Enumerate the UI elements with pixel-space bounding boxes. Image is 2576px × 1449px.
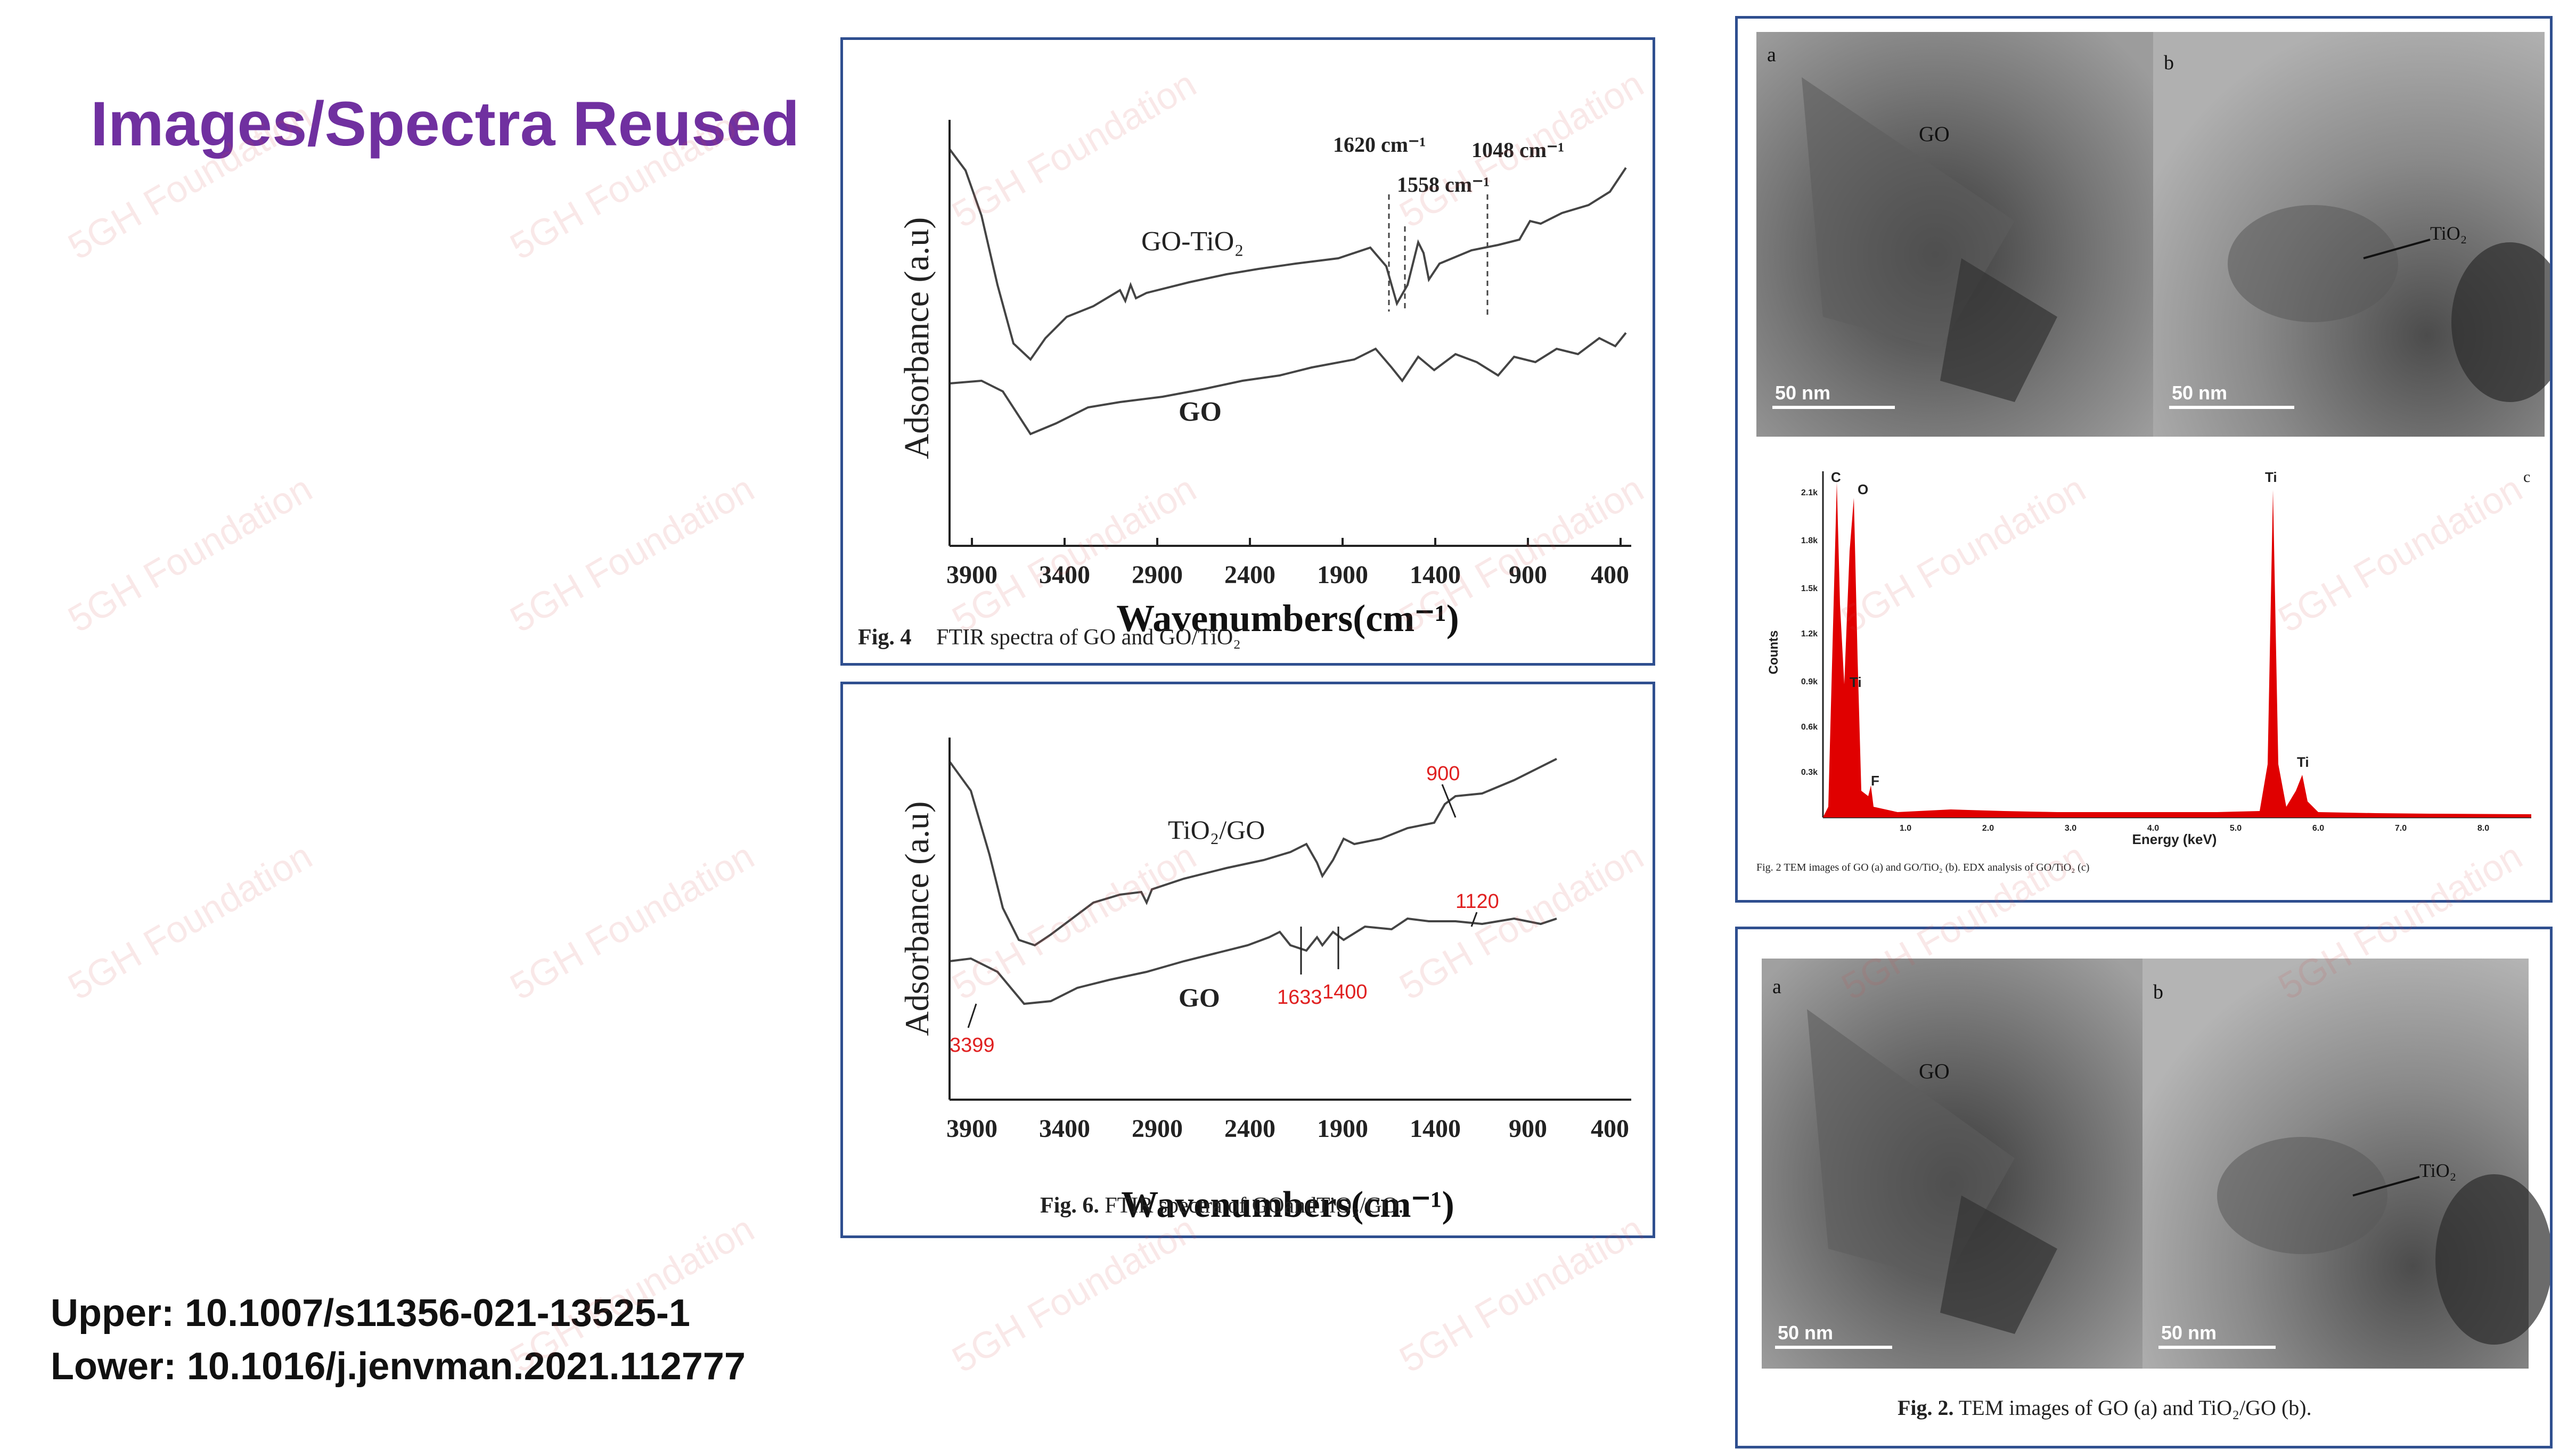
slide-title: Images/Spectra Reused [91,89,800,159]
x-tick: 1.0 [1900,824,1911,833]
ftir-figure-lower: 3900 3400 2900 2400 1900 1400 900 400 Wa… [840,682,1655,1238]
caption-prefix: Fig. 2. [1898,1396,1954,1420]
peak-label-ti-kb: Ti [2297,754,2309,770]
caption: Fig. 2. TEM images of GO (a) and TiO₂/GO… [1898,1395,2312,1420]
y-tick: 1.5k [1801,584,1818,593]
x-tick: 7.0 [2395,824,2407,833]
x-tick: 5.0 [2230,824,2242,833]
x-tick: 400 [1591,1115,1629,1143]
spectrum-go-tio2 [948,148,1627,362]
caption-prefix: Fig. 4 [858,625,911,650]
y-tick: 1.8k [1801,536,1818,545]
peak-label-ti-l: Ti [1850,674,1862,690]
caption-prefix-visible: Fig. 6. [1040,1193,1099,1218]
x-tick: 3900 [946,561,997,589]
peak-label-1120: 1120 [1455,890,1499,913]
peak-label-c: C [1831,469,1841,485]
caption-text: TEM images of GO (a) and TiO₂/GO (b). [1958,1396,2312,1420]
peak-label-3399: 3399 [950,1034,995,1057]
x-axis-label: Wavenumbers(cm⁻¹) [1116,597,1459,640]
peak-label-1633: 1633 [1277,986,1322,1009]
y-tick: 1.2k [1801,629,1818,638]
x-tick: 1400 [1410,1115,1461,1143]
watermark: 5GH Foundation [503,834,761,1008]
reference-lower: Lower: 10.1016/j.jenvman.2021.112777 [51,1345,746,1388]
x-tick: 2400 [1224,561,1275,589]
series-label-go: GO [1179,983,1220,1012]
panel-label-c: c [2523,468,2530,486]
x-tick: 2900 [1132,561,1183,589]
peak-label-1620: 1620 cm⁻¹ [1333,133,1426,157]
x-tick: 400 [1591,561,1629,589]
x-tick: 2900 [1132,1115,1183,1143]
peak-label-f: F [1871,773,1879,789]
tem-figure-lower: a b GO TiO₂ 50 nm 50 nm Fig. 2. TEM imag… [1735,927,2553,1448]
label-tio2: TiO₂ [2419,1160,2456,1181]
x-tick: 900 [1509,561,1547,589]
watermark: 5GH Foundation [61,467,319,641]
edx-y-axis-label: Counts [1767,631,1781,675]
x-axis-label: Wavenumbers(cm⁻¹) [1121,1184,1454,1225]
tem-edx-graphic: a b GO TiO₂ 50 nm 50 nm 0.3k 0.6k 0.9k 1… [1756,32,2550,873]
ftir-chart-upper: 3900 3400 2900 2400 1900 1400 900 400 Wa… [858,120,1631,650]
spectrum-tio2-go [948,758,1557,947]
panel-label-b: b [2153,981,2163,1003]
ftir-figure-upper: 3900 3400 2900 2400 1900 1400 900 400 Wa… [840,37,1655,666]
panel-label-a: a [1767,44,1776,66]
edx-x-axis-label: Energy (keV) [2132,831,2217,847]
peak-label-1048: 1048 cm⁻¹ [1471,138,1564,162]
watermark: 5GH Foundation [503,467,761,641]
label-tio2: TiO₂ [2430,223,2467,244]
x-tick: 1900 [1317,1115,1368,1143]
x-tick: 3900 [946,1115,997,1143]
x-tick: 6.0 [2312,824,2324,833]
scale-bar-b: 50 nm [2172,382,2227,404]
panel-label-a: a [1772,976,1781,998]
x-tick: 2400 [1224,1115,1275,1143]
caption: Fig. 2 TEM images of GO (a) and GO/TiO₂ … [1756,862,2089,873]
x-tick: 3.0 [2065,824,2076,833]
peak-label-900: 900 [1426,763,1460,785]
reference-upper: Upper: 10.1007/s11356-021-13525-1 [51,1292,690,1335]
x-tick: 1400 [1410,561,1461,589]
series-label-go: GO [1179,397,1222,427]
series-label-tio2-go: TiO₂/GO [1168,815,1265,845]
x-tick: 3400 [1039,1115,1090,1143]
y-tick: 0.9k [1801,677,1818,686]
scale-bar-a: 50 nm [1778,1322,1833,1344]
label-go: GO [1919,1059,1950,1083]
tem-graphic-lower: a b GO TiO₂ 50 nm 50 nm [1762,959,2550,1369]
y-tick: 0.6k [1801,723,1818,732]
peak-label-1558: 1558 cm⁻¹ [1397,173,1490,197]
x-tick: 4.0 [2147,824,2159,833]
x-tick: 2.0 [1982,824,1994,833]
x-tick: 900 [1509,1115,1547,1143]
scale-bar-b: 50 nm [2161,1322,2217,1344]
x-tick: 1900 [1317,561,1368,589]
spectrum-go [949,332,1627,436]
spectrum-go-lower [949,917,1557,1005]
watermark: 5GH Foundation [61,834,319,1008]
tem-edx-figure-upper: a b GO TiO₂ 50 nm 50 nm 0.3k 0.6k 0.9k 1… [1735,16,2553,903]
caption: Fig. 6. FTIR spectra of GOandTiO₂/GO. [1040,1193,1404,1218]
y-tick: 2.1k [1801,488,1818,497]
peak-label-1400: 1400 [1322,981,1368,1003]
caption-text: FTIR spectra of GO and GO/TiO₂ [936,625,1241,650]
y-tick: 0.3k [1801,768,1818,777]
y-axis-label: Adsorbance (a.u) [897,217,936,459]
series-label-go-tio2: GO-TiO₂ [1141,226,1244,257]
x-tick: 3400 [1039,561,1090,589]
label-go: GO [1919,122,1950,146]
scale-bar-a: 50 nm [1775,382,1830,404]
peak-label-ti-ka: Ti [2265,469,2277,485]
peak-label-o: O [1858,481,1868,497]
x-tick: 8.0 [2477,824,2489,833]
caption-text: FTIR spectra of GOandTiO₂/GO. [1105,1193,1404,1218]
panel-label-b: b [2164,52,2174,74]
y-axis-label: Adsorbance (a.u) [898,801,936,1036]
ftir-chart-lower: 3900 3400 2900 2400 1900 1400 900 400 Wa… [898,738,1631,1225]
